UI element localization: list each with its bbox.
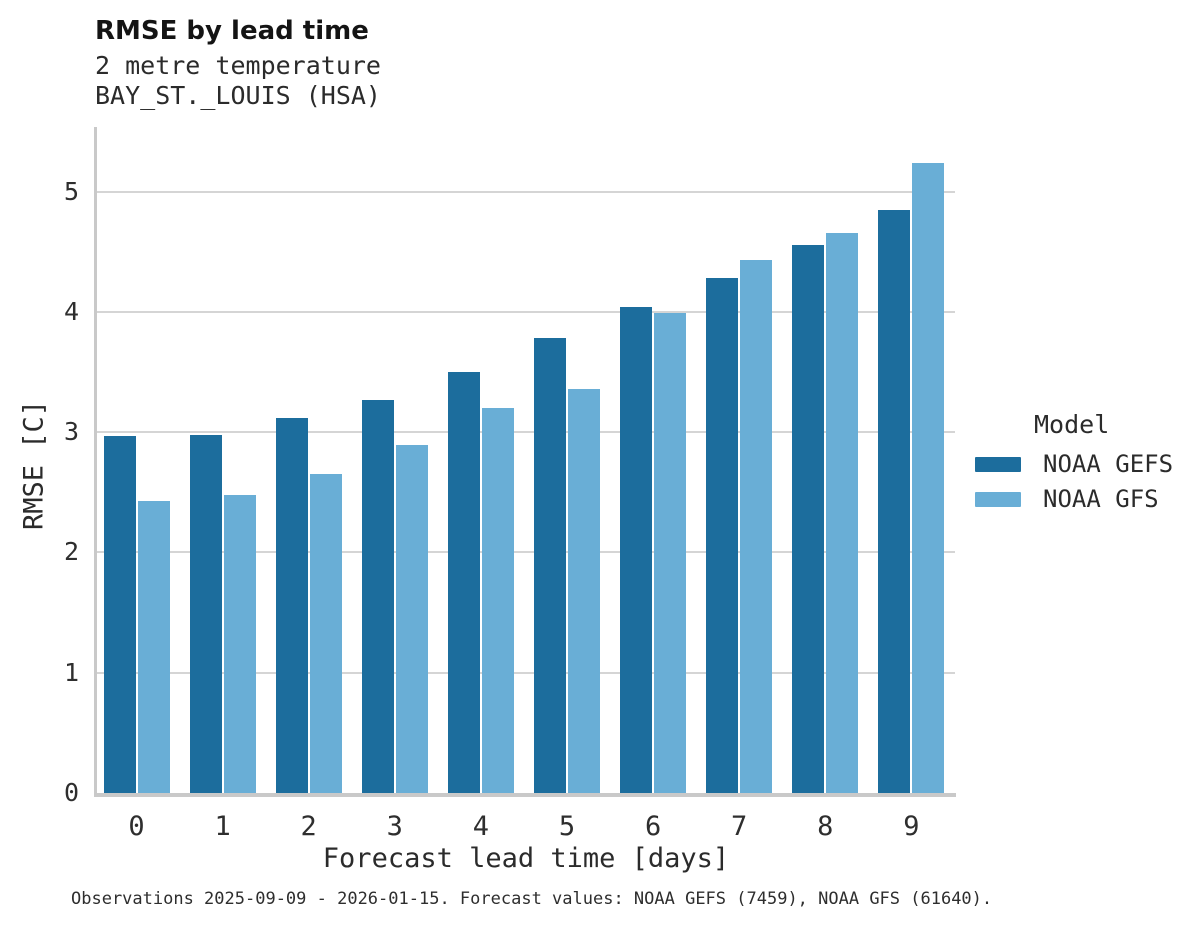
bar-noaa-gefs-day-2 bbox=[275, 417, 308, 793]
chart-title: RMSE by lead time bbox=[95, 16, 369, 46]
y-tick-label-5: 5 bbox=[63, 176, 79, 206]
x-tick-label-7: 7 bbox=[731, 811, 748, 842]
plot-area: 0 1 2 3 4 5 0 1 2 3 4 5 6 7 8 9 bbox=[64, 127, 956, 842]
x-tick-label-1: 1 bbox=[214, 811, 231, 842]
bar-noaa-gefs-day-0 bbox=[103, 435, 136, 793]
legend-swatch-noaa-gefs-icon bbox=[975, 456, 1021, 472]
y-tick-label-2: 2 bbox=[63, 537, 79, 567]
bar-noaa-gfs-day-4 bbox=[481, 408, 514, 793]
gridline-y-1 bbox=[97, 671, 955, 674]
legend-swatch-noaa-gfs-icon bbox=[975, 491, 1021, 507]
x-tick-label-9: 9 bbox=[903, 811, 920, 842]
chart-caption: Observations 2025-09-09 - 2026-01-15. Fo… bbox=[71, 889, 993, 909]
bar-noaa-gefs-day-4 bbox=[447, 372, 480, 793]
legend-label-noaa-gfs: NOAA GFS bbox=[1043, 485, 1159, 513]
x-tick-label-3: 3 bbox=[386, 811, 403, 842]
bar-noaa-gfs-day-8 bbox=[826, 232, 859, 793]
bar-noaa-gfs-day-2 bbox=[309, 474, 342, 793]
chart-subtitle-variable: 2 metre temperature bbox=[95, 51, 381, 80]
x-tick-label-2: 2 bbox=[300, 811, 317, 842]
x-axis-title: Forecast lead time [days] bbox=[322, 843, 730, 874]
gridline-y-2 bbox=[97, 551, 955, 554]
y-tick-label-4: 4 bbox=[63, 296, 79, 326]
bar-noaa-gfs-day-1 bbox=[223, 494, 256, 793]
y-axis-line bbox=[94, 127, 97, 797]
bar-noaa-gfs-day-6 bbox=[654, 313, 687, 793]
bar-noaa-gefs-day-3 bbox=[361, 399, 394, 793]
legend: Model NOAA GEFS NOAA GFS bbox=[975, 410, 1190, 523]
legend-title: Model bbox=[1034, 410, 1110, 439]
bar-noaa-gefs-day-5 bbox=[534, 338, 566, 793]
bar-noaa-gefs-day-1 bbox=[189, 434, 222, 793]
x-tick-label-4: 4 bbox=[472, 811, 490, 842]
legend-item-noaa-gfs: NOAA GFS bbox=[975, 485, 1190, 513]
x-tick-label-0: 0 bbox=[128, 811, 145, 842]
bar-noaa-gfs-day-7 bbox=[740, 260, 773, 793]
gridline-y-3 bbox=[97, 431, 955, 434]
x-tick-label-6: 6 bbox=[644, 811, 662, 842]
legend-item-noaa-gefs: NOAA GEFS bbox=[975, 450, 1190, 478]
x-tick-label-5: 5 bbox=[558, 811, 576, 842]
chart-subtitle-station: BAY_ST._LOUIS (HSA) bbox=[95, 81, 381, 110]
bar-noaa-gfs-day-3 bbox=[395, 445, 428, 793]
legend-label-noaa-gefs: NOAA GEFS bbox=[1043, 450, 1174, 478]
x-axis-line bbox=[94, 793, 956, 797]
gridline-y-4 bbox=[97, 310, 955, 313]
bar-noaa-gefs-day-8 bbox=[792, 244, 825, 793]
bar-noaa-gefs-day-7 bbox=[706, 278, 739, 793]
y-tick-label-1: 1 bbox=[63, 657, 79, 687]
bar-noaa-gefs-day-9 bbox=[878, 209, 911, 793]
bar-noaa-gfs-day-0 bbox=[137, 500, 170, 793]
y-tick-label-3: 3 bbox=[63, 417, 79, 447]
bar-noaa-gfs-day-9 bbox=[912, 162, 945, 793]
gridline-y-5 bbox=[97, 190, 955, 193]
bar-noaa-gefs-day-6 bbox=[620, 307, 653, 793]
x-tick-label-8: 8 bbox=[817, 811, 834, 842]
y-tick-label-0: 0 bbox=[63, 778, 79, 807]
bar-noaa-gfs-day-5 bbox=[568, 388, 600, 793]
